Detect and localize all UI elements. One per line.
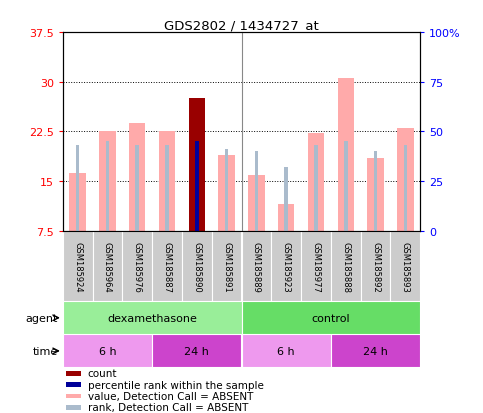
Text: GSM185924: GSM185924 <box>73 241 82 292</box>
Bar <box>152 335 242 368</box>
Text: GSM185889: GSM185889 <box>252 241 261 292</box>
Bar <box>338 79 354 231</box>
Title: GDS2802 / 1434727_at: GDS2802 / 1434727_at <box>164 19 319 32</box>
Bar <box>66 405 81 410</box>
Text: time: time <box>33 346 58 356</box>
Bar <box>344 142 348 231</box>
Bar <box>106 142 109 231</box>
Text: GSM185887: GSM185887 <box>163 241 171 292</box>
Bar <box>374 152 377 231</box>
Bar <box>284 168 288 231</box>
Bar <box>152 231 182 301</box>
Text: 24 h: 24 h <box>185 346 209 356</box>
Bar <box>66 382 81 387</box>
Bar <box>165 146 169 231</box>
Bar <box>390 231 420 301</box>
Bar <box>76 146 80 231</box>
Bar <box>93 231 122 301</box>
Text: 6 h: 6 h <box>99 346 116 356</box>
Bar <box>70 174 86 231</box>
Text: agent: agent <box>26 313 58 323</box>
Text: GSM185976: GSM185976 <box>133 241 142 292</box>
Bar <box>189 99 205 231</box>
Bar <box>63 301 242 335</box>
Bar <box>242 335 331 368</box>
Text: GSM185964: GSM185964 <box>103 241 112 292</box>
Bar <box>182 231 212 301</box>
Bar <box>331 335 420 368</box>
Text: value, Detection Call = ABSENT: value, Detection Call = ABSENT <box>88 391 253 401</box>
Bar <box>99 132 115 231</box>
Text: GSM185893: GSM185893 <box>401 241 410 292</box>
Bar <box>301 231 331 301</box>
Text: GSM185888: GSM185888 <box>341 241 350 292</box>
Bar <box>63 335 152 368</box>
Bar <box>218 155 235 231</box>
Text: count: count <box>88 368 117 378</box>
Bar <box>66 394 81 399</box>
Bar <box>278 205 294 231</box>
Text: 24 h: 24 h <box>363 346 388 356</box>
Bar <box>225 150 228 231</box>
Bar <box>314 146 318 231</box>
Bar <box>255 152 258 231</box>
Text: dexamethasone: dexamethasone <box>107 313 197 323</box>
Text: GSM185923: GSM185923 <box>282 241 291 292</box>
Text: GSM185890: GSM185890 <box>192 241 201 292</box>
Text: GSM185891: GSM185891 <box>222 241 231 292</box>
Bar <box>135 146 139 231</box>
Bar <box>308 134 324 231</box>
Text: rank, Detection Call = ABSENT: rank, Detection Call = ABSENT <box>88 402 248 412</box>
Text: GSM185977: GSM185977 <box>312 241 320 292</box>
Bar <box>195 142 199 231</box>
Bar <box>397 129 413 231</box>
Bar <box>242 231 271 301</box>
Bar <box>66 371 81 376</box>
Bar <box>122 231 152 301</box>
Text: GSM185892: GSM185892 <box>371 241 380 292</box>
Bar <box>271 231 301 301</box>
Text: control: control <box>312 313 350 323</box>
Bar <box>368 159 384 231</box>
Bar <box>129 123 145 231</box>
Bar <box>212 231 242 301</box>
Text: percentile rank within the sample: percentile rank within the sample <box>88 380 264 389</box>
Bar <box>361 231 390 301</box>
Bar <box>242 301 420 335</box>
Bar <box>63 231 93 301</box>
Text: 6 h: 6 h <box>277 346 295 356</box>
Bar <box>331 231 361 301</box>
Bar <box>248 175 265 231</box>
Bar <box>403 146 407 231</box>
Bar <box>159 132 175 231</box>
